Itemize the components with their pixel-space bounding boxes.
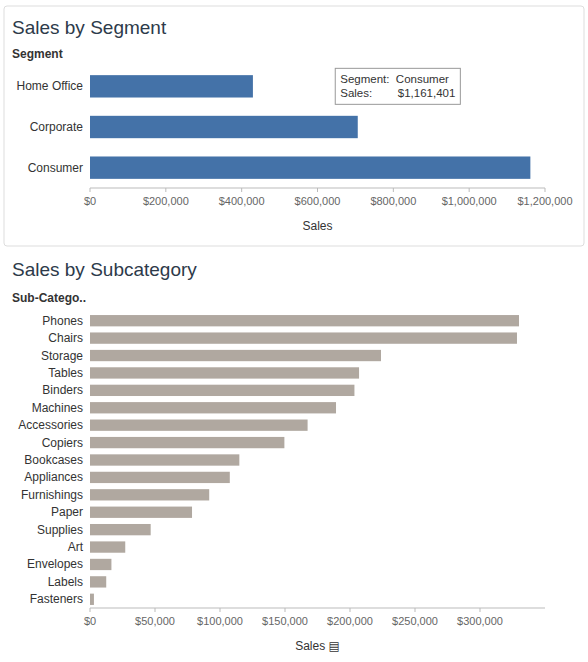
tooltip: Segment: ConsumerSales: $1,161,401: [335, 68, 460, 104]
tick-label: $0: [84, 615, 96, 627]
category-label: Phones: [42, 314, 83, 328]
panel-border: [4, 6, 584, 246]
category-label: Consumer: [28, 161, 83, 175]
tick-label: $300,000: [457, 615, 503, 627]
bar: [90, 332, 517, 343]
tick-label: $0: [84, 195, 96, 207]
bar: [90, 437, 284, 448]
bar: [90, 524, 151, 535]
bar-chart: Sales by Segment Segment Consumer Corporate…: [4, 6, 584, 246]
chart-title: Sales by Subcategory: [12, 259, 197, 280]
tooltip-text: Segment: ConsumerSales: $1,161,401: [340, 73, 455, 99]
category-label: Furnishings: [21, 488, 83, 502]
bar: [90, 315, 519, 326]
category-label: Home Office: [17, 79, 84, 93]
bar: [90, 420, 308, 431]
category-label: Copiers: [42, 436, 83, 450]
x-axis-line: [90, 608, 545, 609]
tick-label: $800,000: [370, 195, 416, 207]
tick-mark: [317, 188, 318, 192]
bar: [90, 367, 359, 378]
bar: [90, 156, 530, 178]
tick-label: $250,000: [392, 615, 438, 627]
tick-label: $1,200,000: [517, 195, 572, 207]
bar: [90, 507, 192, 518]
y-axis-label: Segment: [12, 47, 63, 61]
category-label: Fasteners: [30, 592, 83, 606]
category-label: Envelopes: [27, 557, 83, 571]
bar: [90, 385, 354, 396]
tick-label: $100,000: [197, 615, 243, 627]
tick-label: $400,000: [219, 195, 265, 207]
bar: [90, 576, 106, 587]
category-label: Chairs: [48, 331, 83, 345]
category-label: Appliances: [24, 470, 83, 484]
tick-label: $50,000: [135, 615, 175, 627]
bar: [90, 350, 381, 361]
bar: [90, 489, 209, 500]
tick-mark: [220, 608, 221, 612]
tick-mark: [480, 608, 481, 612]
category-label: Storage: [41, 349, 83, 363]
tick-mark: [155, 608, 156, 612]
category-label: Binders: [42, 383, 83, 397]
tick-mark: [393, 188, 394, 192]
tick-mark: [350, 608, 351, 612]
category-label: Labels: [48, 575, 83, 589]
tick-mark: [90, 188, 91, 192]
tick-mark: [165, 188, 166, 192]
category-label: Paper: [51, 505, 83, 519]
bar: [90, 75, 253, 97]
category-label: Accessories: [18, 418, 83, 432]
x-axis-label: Sales: [302, 219, 332, 233]
tick-mark: [545, 188, 546, 192]
category-label: Supplies: [37, 523, 83, 537]
tooltip-box: [335, 68, 460, 104]
bar: [90, 594, 94, 605]
tick-mark: [285, 608, 286, 612]
bar: [90, 454, 239, 465]
category-label: Art: [68, 540, 84, 554]
bars: [90, 75, 530, 179]
bar: [90, 541, 125, 552]
bar: [90, 116, 358, 138]
category-label: Tables: [48, 366, 83, 380]
tick-mark: [241, 188, 242, 192]
tick-label: $150,000: [262, 615, 308, 627]
category-label: Machines: [32, 401, 83, 415]
tick-mark: [90, 608, 91, 612]
bars: [90, 315, 519, 605]
tick-label: $200,000: [327, 615, 373, 627]
category-label: Corporate: [30, 120, 84, 134]
figure: Sales by Segment Segment Consumer Corporate…: [0, 0, 588, 662]
tick-label: $600,000: [295, 195, 341, 207]
tick-label: $1,000,000: [442, 195, 497, 207]
chart-title: Sales by Segment: [12, 17, 167, 38]
bar: [90, 472, 230, 483]
bar-chart: Sales by Subcategory Sub-Catego.. Phones Ch…: [12, 259, 545, 653]
bar: [90, 402, 336, 413]
bar: [90, 559, 111, 570]
x-axis-label: Sales ▤: [295, 639, 340, 653]
tick-label: $200,000: [143, 195, 189, 207]
y-axis-label: Sub-Catego..: [12, 291, 86, 305]
tick-mark: [469, 188, 470, 192]
category-label: Bookcases: [24, 453, 83, 467]
tick-mark: [415, 608, 416, 612]
